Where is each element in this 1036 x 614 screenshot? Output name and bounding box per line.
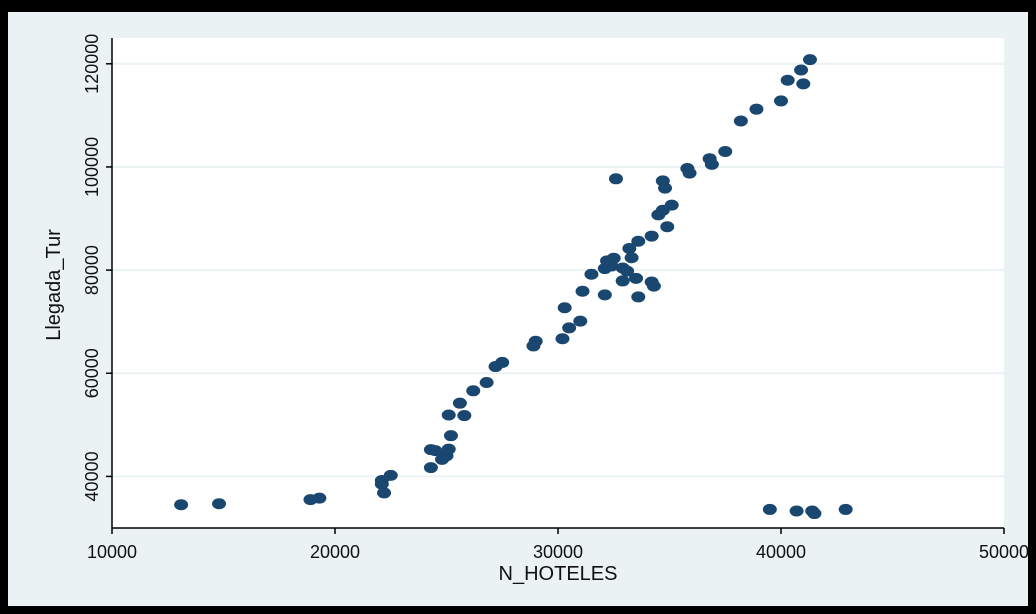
scatter-point xyxy=(749,103,764,115)
scatter-point xyxy=(780,74,795,86)
scatter-point xyxy=(631,235,646,247)
scatter-point xyxy=(838,503,853,515)
scatter-point xyxy=(802,54,817,66)
scatter-point xyxy=(562,322,577,334)
scatter-point xyxy=(555,333,570,345)
scatter-point xyxy=(466,385,481,397)
scatter-point xyxy=(575,285,590,297)
scatter-point xyxy=(664,199,679,211)
scatter-point xyxy=(383,469,398,481)
scatter-point xyxy=(528,335,543,347)
y-tick-label: 120000 xyxy=(82,34,102,94)
scatter-point xyxy=(608,173,623,185)
y-tick-label: 100000 xyxy=(82,137,102,197)
scatter-point xyxy=(796,78,811,90)
scatter-point xyxy=(443,430,458,442)
ticks: 40000 60000 80000 100000 120000 10000 20000 300… xyxy=(82,34,1029,562)
scatter-point xyxy=(774,95,788,107)
scatter-point xyxy=(452,397,467,409)
scatter-point xyxy=(441,443,456,455)
scatter-point xyxy=(573,315,588,327)
scatter-point xyxy=(441,409,456,421)
x-tick-label: 10000 xyxy=(87,542,137,562)
scatter-point xyxy=(212,498,227,510)
scatter-point xyxy=(658,182,673,194)
scatter-point xyxy=(794,64,809,76)
chart-outer-background: 40000 60000 80000 100000 120000 10000 20000 300… xyxy=(8,12,1029,606)
x-tick-label: 50000 xyxy=(979,542,1029,562)
scatter-point xyxy=(479,377,494,389)
y-tick-label: 40000 xyxy=(82,451,102,501)
scatter-point xyxy=(615,275,630,287)
scatter-point xyxy=(428,445,443,457)
scatter-point xyxy=(312,492,327,504)
y-tick-label: 80000 xyxy=(82,245,102,295)
scatter-point xyxy=(377,487,392,499)
scatter-point xyxy=(807,508,822,520)
scatter-point xyxy=(622,242,637,254)
scatter-point xyxy=(682,167,697,179)
x-tick-label: 30000 xyxy=(533,542,583,562)
scatter-point xyxy=(624,252,639,264)
x-tick-label: 20000 xyxy=(310,542,360,562)
scatter-point xyxy=(704,158,719,170)
grid-lines xyxy=(112,62,1004,478)
scatter-point xyxy=(423,462,438,474)
x-tick-label: 40000 xyxy=(756,542,806,562)
scatter-point xyxy=(646,280,661,292)
scatter-point xyxy=(174,499,189,511)
plot-area xyxy=(112,38,1004,528)
y-axis-title: Llegada_Tur xyxy=(43,229,65,341)
scatter-point xyxy=(584,268,599,280)
scatter-point xyxy=(557,302,572,314)
scatter-point xyxy=(597,289,612,301)
scatter-point xyxy=(629,272,644,284)
scatter-point xyxy=(631,291,646,303)
scatter-point xyxy=(457,410,472,422)
y-tick-label: 60000 xyxy=(82,348,102,398)
scatter-point xyxy=(620,265,635,277)
data-points xyxy=(174,54,853,520)
scatter-point xyxy=(718,145,733,157)
scatter-point xyxy=(644,230,659,242)
x-axis-title: N_HOTELES xyxy=(499,563,618,585)
scatter-point xyxy=(495,356,510,368)
scatter-point xyxy=(660,221,675,233)
scatter-point xyxy=(733,115,748,127)
scatter-point xyxy=(789,505,804,517)
scatter-point xyxy=(606,252,621,264)
scatter-point xyxy=(762,503,777,515)
